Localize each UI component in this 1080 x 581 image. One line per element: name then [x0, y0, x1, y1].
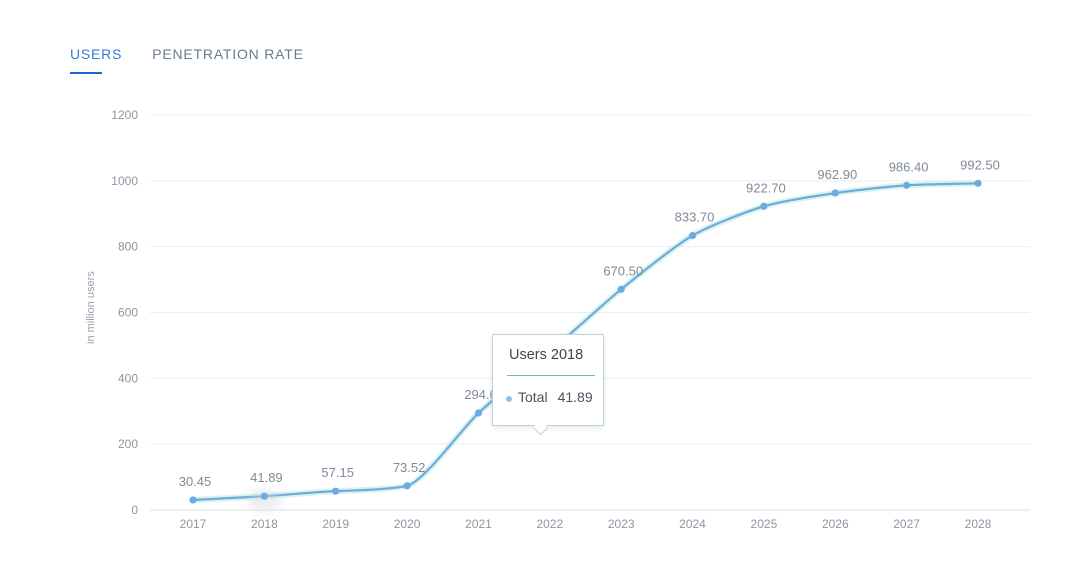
svg-text:2017: 2017	[180, 517, 207, 531]
svg-text:2024: 2024	[679, 517, 706, 531]
svg-text:2025: 2025	[751, 517, 778, 531]
svg-text:600: 600	[118, 306, 138, 320]
svg-text:2027: 2027	[893, 517, 920, 531]
svg-text:962.90: 962.90	[817, 167, 857, 182]
svg-text:73.52: 73.52	[393, 460, 426, 475]
svg-text:2018: 2018	[251, 517, 278, 531]
svg-text:200: 200	[118, 437, 138, 451]
svg-text:922.70: 922.70	[746, 180, 786, 195]
svg-text:2020: 2020	[394, 517, 421, 531]
svg-text:992.50: 992.50	[960, 157, 1000, 172]
svg-text:57.15: 57.15	[321, 465, 354, 480]
svg-text:30.45: 30.45	[179, 474, 212, 489]
svg-text:0: 0	[131, 503, 138, 517]
svg-text:2028: 2028	[965, 517, 992, 531]
svg-text:2023: 2023	[608, 517, 635, 531]
svg-text:800: 800	[118, 240, 138, 254]
svg-text:2019: 2019	[322, 517, 349, 531]
svg-text:2026: 2026	[822, 517, 849, 531]
svg-text:986.40: 986.40	[889, 159, 929, 174]
svg-text:2022: 2022	[536, 517, 563, 531]
svg-text:1200: 1200	[111, 108, 138, 122]
svg-text:670.50: 670.50	[603, 263, 643, 278]
svg-text:400: 400	[118, 371, 138, 385]
svg-text:833.70: 833.70	[675, 210, 715, 225]
svg-text:2021: 2021	[465, 517, 492, 531]
svg-text:1000: 1000	[111, 174, 138, 188]
svg-text:41.89: 41.89	[250, 470, 283, 485]
